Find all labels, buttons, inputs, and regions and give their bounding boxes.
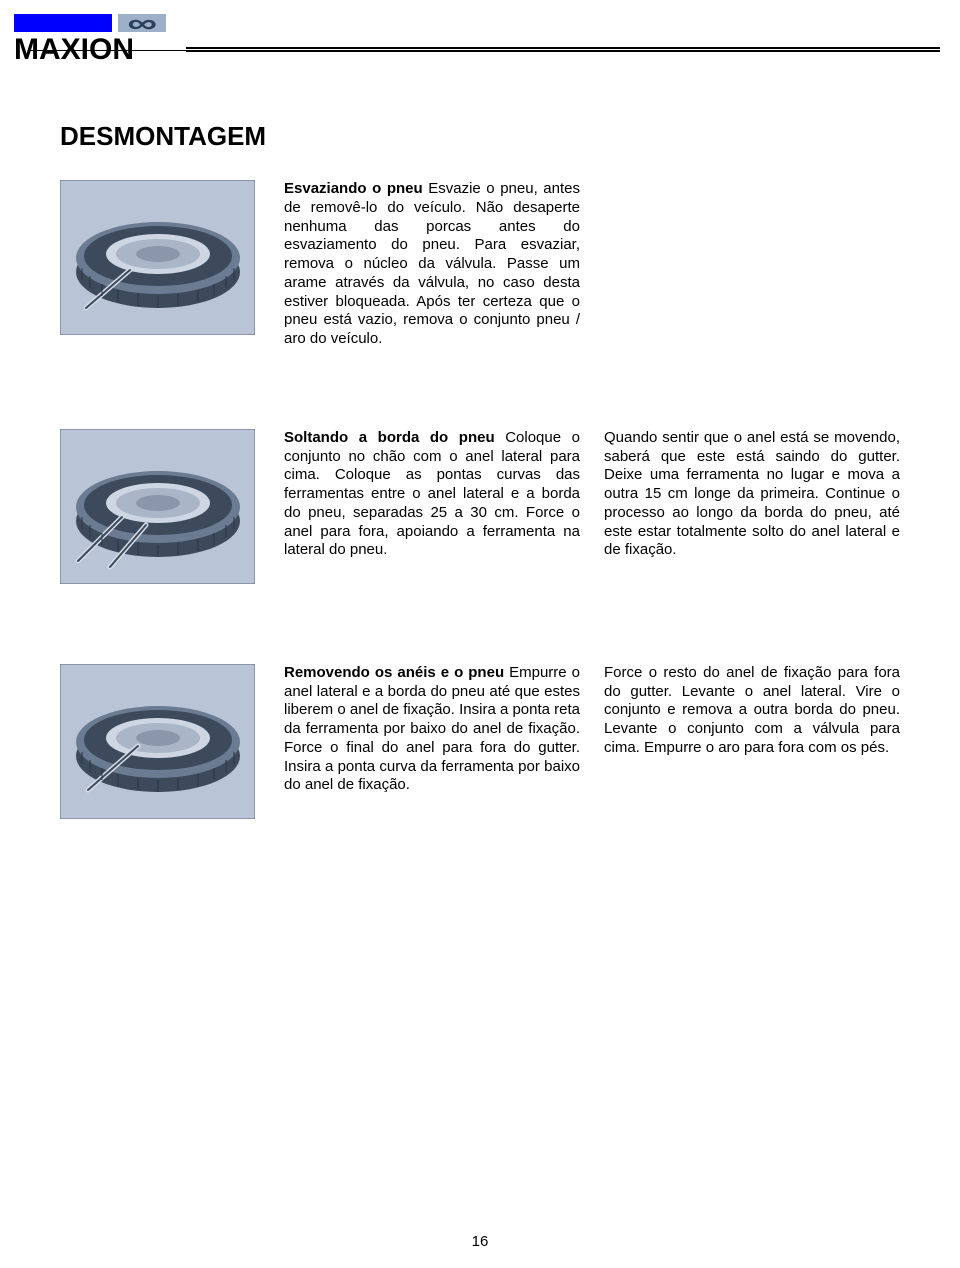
logo: ∞ MAXION <box>14 14 166 67</box>
figure-removendo <box>60 664 255 819</box>
figure-soltando <box>60 429 255 584</box>
section-text-col1: Soltando a borda do pneu Coloque o conju… <box>284 429 580 560</box>
section-subtitle: Esvaziando o pneu <box>284 180 423 197</box>
section-text-col1: Esvaziando o pneu Esvazie o pneu, antes … <box>284 180 580 349</box>
section-subtitle: Soltando a borda do pneu <box>284 429 495 446</box>
section-text-col1: Removendo os anéis e o pneu Empurre o an… <box>284 664 580 795</box>
page-number: 16 <box>0 1233 960 1250</box>
section-body: Esvazie o pneu, antes de removê-lo do ve… <box>284 180 580 347</box>
section-text-col2: Force o resto do anel de fixação para fo… <box>604 664 900 758</box>
figure-esvaziando <box>60 180 255 335</box>
logo-text: MAXION <box>14 33 166 67</box>
section-text-col2: Quando sentir que o anel está se movendo… <box>604 429 900 560</box>
page-content: DESMONTAGEM <box>0 51 960 819</box>
page-header: ∞ MAXION <box>0 0 960 51</box>
section-esvaziando: Esvaziando o pneu Esvazie o pneu, antes … <box>60 180 900 349</box>
section-body: Coloque o conjunto no chão com o anel la… <box>284 429 580 559</box>
section-subtitle: Removendo os anéis e o pneu <box>284 664 504 681</box>
section-body: Empurre o anel lateral e a borda do pneu… <box>284 664 580 794</box>
section-removendo: Removendo os anéis e o pneu Empurre o an… <box>60 664 900 819</box>
logo-stripe: ∞ <box>14 14 166 32</box>
page-title: DESMONTAGEM <box>60 121 900 152</box>
infinity-icon: ∞ <box>118 14 166 32</box>
section-soltando: Soltando a borda do pneu Coloque o conju… <box>60 429 900 584</box>
